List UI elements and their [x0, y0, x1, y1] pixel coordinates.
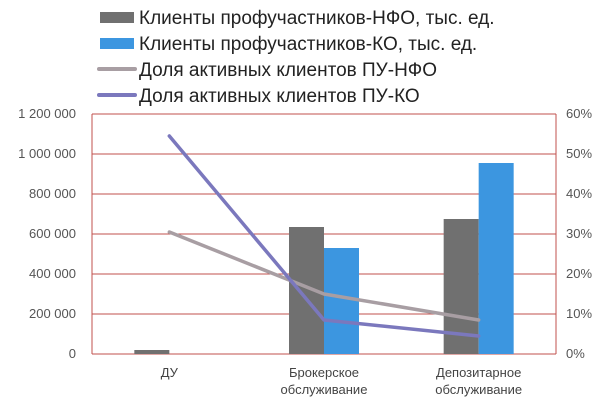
y-left-tick-label: 800 000: [29, 186, 76, 201]
y-right-tick-label: 50%: [566, 146, 592, 161]
legend-label: Клиенты профучастников-КО, тыс. ед.: [139, 34, 477, 55]
legend-swatch: [100, 12, 134, 23]
y-left-tick-label: 0: [69, 346, 76, 361]
series-line: [167, 134, 481, 338]
y-left-tick-label: 600 000: [29, 226, 76, 241]
x-axis-categories: ДУ Брокерское обслуживание Депозитарное обсл…: [161, 365, 522, 397]
y-left-tick-label: 1 200 000: [18, 106, 76, 121]
x-category-label: Депозитарное: [436, 365, 521, 380]
y-right-tick-label: 20%: [566, 266, 592, 281]
bar: [324, 248, 359, 354]
legend-label: Доля активных клиентов ПУ-КО: [139, 86, 420, 107]
x-category-label: ДУ: [161, 365, 179, 380]
series-line: [167, 230, 481, 322]
y-axis-right: 0% 10% 20% 30% 40% 50% 60%: [566, 106, 592, 361]
legend-label: Клиенты профучастников-НФО, тыс. ед.: [139, 8, 495, 29]
bars: [134, 163, 514, 354]
y-axis-left: 0 200 000 400 000 600 000 800 000 1 000 000 1 …: [18, 106, 76, 361]
y-right-tick-label: 60%: [566, 106, 592, 121]
legend-swatch: [100, 38, 134, 49]
legend: Клиенты профучастников-НФО, тыс. ед. Клие…: [97, 8, 495, 107]
x-category-label: обслуживание: [435, 382, 522, 397]
y-left-tick-label: 200 000: [29, 306, 76, 321]
y-right-tick-label: 0%: [566, 346, 585, 361]
bar: [478, 163, 514, 354]
y-right-tick-label: 30%: [566, 226, 592, 241]
x-category-label: Брокерское: [289, 365, 359, 380]
y-right-tick-label: 10%: [566, 306, 592, 321]
x-category-label: обслуживание: [281, 382, 368, 397]
y-left-tick-label: 1 000 000: [18, 146, 76, 161]
y-left-tick-label: 400 000: [29, 266, 76, 281]
y-right-tick-label: 40%: [566, 186, 592, 201]
bar: [134, 350, 170, 354]
legend-label: Доля активных клиентов ПУ-НФО: [139, 60, 437, 81]
lines: [167, 134, 481, 338]
